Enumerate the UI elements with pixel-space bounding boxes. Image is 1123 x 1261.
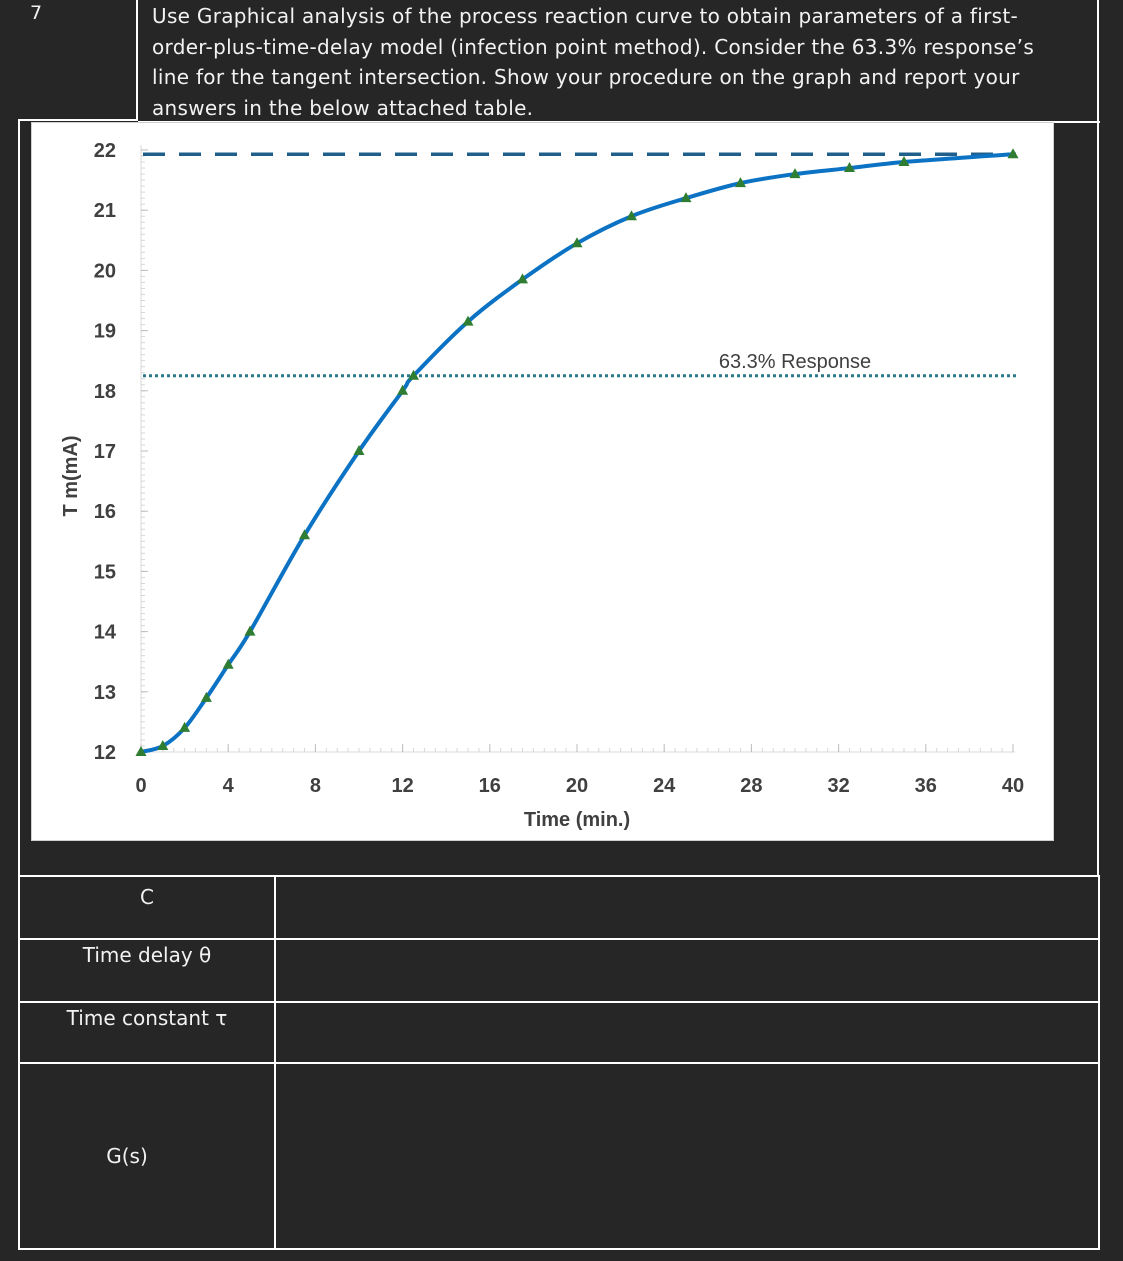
y-tick-label: 14 xyxy=(94,622,117,644)
data-point-marker xyxy=(571,237,583,248)
data-point-marker xyxy=(397,384,409,395)
answer-row-c: C xyxy=(18,875,1100,940)
cell-border-right xyxy=(1097,0,1099,875)
x-tick-label: 8 xyxy=(310,775,321,797)
data-point-marker xyxy=(179,721,191,732)
question-line: line for the tangent intersection. Show … xyxy=(152,65,1020,89)
question-line: Use Graphical analysis of the process re… xyxy=(152,4,1019,28)
data-point-marker xyxy=(517,273,528,284)
answer-row-transfer-function: G(s) xyxy=(18,1062,1100,1250)
data-point-marker xyxy=(735,177,746,188)
data-point-marker xyxy=(222,658,234,669)
question-line: answers in the below attached table. xyxy=(152,95,534,120)
question-number-cell: 7 xyxy=(18,0,138,121)
y-tick-label: 21 xyxy=(94,200,116,222)
y-tick-label: 15 xyxy=(94,561,116,583)
row-label-c: C xyxy=(18,875,276,940)
x-tick-label: 20 xyxy=(566,775,588,797)
row-label-time-constant: Time constant τ xyxy=(18,1001,276,1064)
x-tick-label: 32 xyxy=(827,775,849,797)
data-point-marker xyxy=(408,369,419,380)
cell-border-left xyxy=(18,121,20,875)
data-point-marker xyxy=(898,156,910,167)
x-tick-label: 36 xyxy=(915,775,937,797)
y-tick-label: 13 xyxy=(94,682,116,704)
question-number: 7 xyxy=(30,2,43,24)
x-tick-label: 12 xyxy=(391,775,413,797)
process-reaction-chart: 12 13 14 15 16 17 18 19 20 21 22 0 4 8 12 16 20 24 28 32 36 4… xyxy=(31,122,1054,841)
data-point-marker xyxy=(462,315,474,326)
y-tick-label: 17 xyxy=(94,441,116,463)
chart-canvas: 12 13 14 15 16 17 18 19 20 21 22 0 4 8 12 16 20 24 28 32 36 4… xyxy=(60,140,1024,831)
answer-row-time-constant: Time constant τ xyxy=(18,1001,1100,1064)
data-point-marker xyxy=(157,739,169,750)
answer-cell-transfer-function[interactable] xyxy=(274,1062,1100,1250)
x-tick-label: 4 xyxy=(223,775,235,797)
data-point-marker xyxy=(789,168,801,179)
answer-cell-time-delay[interactable] xyxy=(274,938,1100,1003)
x-tick-label: 24 xyxy=(653,775,676,797)
data-point-marker xyxy=(200,691,212,702)
data-point-marker xyxy=(1007,148,1019,159)
data-point-marker xyxy=(299,529,310,540)
x-axis-title: Time (min.) xyxy=(524,809,630,831)
y-axis-title: T m(mA) xyxy=(60,435,82,516)
answer-cell-time-constant[interactable] xyxy=(274,1001,1100,1064)
y-tick-label: 18 xyxy=(94,381,116,403)
answer-table: C Time delay θ Time constant τ G(s) xyxy=(18,875,1100,1250)
data-point-marker xyxy=(680,192,692,203)
y-tick-label: 16 xyxy=(94,501,116,523)
question-text: Use Graphical analysis of the process re… xyxy=(152,1,1102,123)
answer-row-time-delay: Time delay θ xyxy=(18,938,1100,1003)
x-tick-label: 0 xyxy=(135,775,146,797)
y-tick-label: 20 xyxy=(94,260,116,282)
data-point-marker xyxy=(626,210,637,221)
y-tick-label: 12 xyxy=(94,742,116,764)
answer-cell-c[interactable] xyxy=(274,875,1100,940)
question-line: order-plus-time-delay model (infection p… xyxy=(152,34,1035,59)
transfer-function-label: G(s) xyxy=(106,1144,148,1168)
data-point-marker xyxy=(844,162,855,173)
y-tick-label: 22 xyxy=(94,140,116,162)
x-tick-label: 40 xyxy=(1002,775,1024,797)
data-point-marker xyxy=(353,445,365,455)
data-point-marker xyxy=(135,746,147,756)
y-tick-label: 19 xyxy=(94,321,116,343)
response-63-label: 63.3% Response xyxy=(719,351,871,373)
row-label-transfer-function: G(s) xyxy=(18,1062,276,1250)
x-tick-label: 28 xyxy=(740,775,762,797)
x-tick-label: 16 xyxy=(479,775,501,797)
row-label-time-delay: Time delay θ xyxy=(18,938,276,1003)
data-point-marker xyxy=(244,625,256,636)
